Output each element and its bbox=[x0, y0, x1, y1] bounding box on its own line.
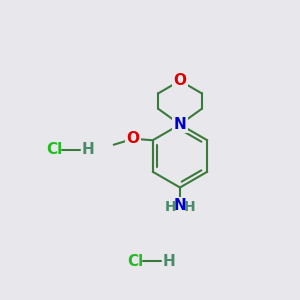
Text: O: O bbox=[127, 131, 140, 146]
Text: Cl: Cl bbox=[46, 142, 62, 158]
Text: H: H bbox=[81, 142, 94, 158]
Text: H: H bbox=[165, 200, 176, 214]
Text: O: O bbox=[173, 73, 187, 88]
Text: H: H bbox=[162, 254, 175, 268]
Text: N: N bbox=[174, 198, 186, 213]
Text: H: H bbox=[184, 200, 195, 214]
Text: Cl: Cl bbox=[127, 254, 143, 268]
Text: N: N bbox=[174, 117, 186, 132]
